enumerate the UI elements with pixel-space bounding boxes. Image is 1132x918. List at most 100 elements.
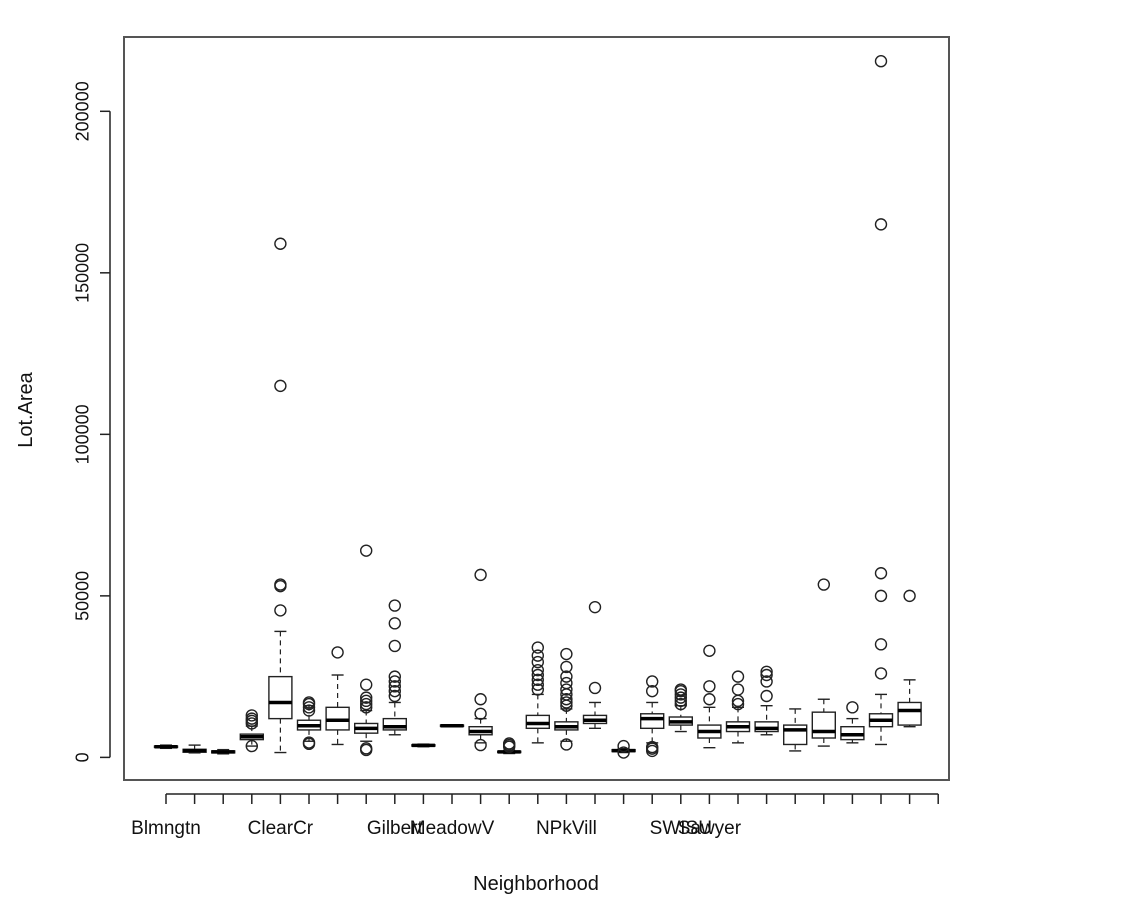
box-Veenker bbox=[840, 701, 865, 744]
box-MeadowV bbox=[439, 723, 465, 728]
outlier-point-6 bbox=[560, 676, 573, 690]
outlier-point-3 bbox=[302, 701, 316, 714]
y-tick-label-1: 50000 bbox=[73, 571, 93, 621]
box-OldTown bbox=[640, 675, 665, 758]
outlier-point-3 bbox=[560, 693, 573, 706]
box-iqr bbox=[268, 675, 293, 720]
box-GrnHill bbox=[897, 589, 922, 728]
outlier-point-1 bbox=[703, 680, 716, 693]
outlier-point-0 bbox=[331, 646, 344, 659]
outlier-point-5 bbox=[388, 639, 401, 653]
box-IDOTRR bbox=[411, 743, 436, 748]
outlier-point-7 bbox=[360, 544, 373, 557]
outlier-point-1 bbox=[474, 707, 487, 720]
outlier-point-2 bbox=[360, 701, 373, 714]
plot-frame bbox=[123, 36, 950, 781]
outlier-point-2 bbox=[302, 704, 316, 717]
outlier-point-3 bbox=[360, 697, 373, 711]
outlier-point-4 bbox=[874, 218, 888, 231]
outlier-point-1 bbox=[760, 675, 773, 688]
box-Blmngtn bbox=[153, 744, 179, 750]
outlier-point-2 bbox=[760, 668, 773, 682]
outlier-point-6 bbox=[531, 649, 544, 662]
outlier-point-2 bbox=[474, 693, 487, 706]
x-tick-label-1: ClearCr bbox=[248, 818, 314, 839]
outlier-point-1 bbox=[617, 739, 630, 753]
outlier-point-2 bbox=[731, 683, 745, 696]
y-axis-title: Lot.Area bbox=[15, 371, 37, 447]
outlier-point-3 bbox=[646, 684, 659, 698]
outlier-point-3 bbox=[874, 567, 888, 580]
x-tick-label-6: SWISU bbox=[650, 818, 712, 839]
box-Mitchel bbox=[468, 568, 493, 752]
outlier-point-6 bbox=[360, 678, 373, 691]
outlier-point-4 bbox=[274, 237, 287, 250]
outlier-point-1 bbox=[388, 684, 401, 698]
outlier-point-7 bbox=[531, 641, 544, 654]
outlier-point-4 bbox=[388, 670, 401, 683]
box-Blueste bbox=[182, 744, 207, 754]
outlier-point-3 bbox=[674, 688, 687, 701]
outlier-point-0 bbox=[674, 697, 687, 711]
box-iqr bbox=[640, 713, 665, 730]
outlier-point-4 bbox=[646, 675, 659, 688]
outlier-point-0 bbox=[846, 701, 859, 714]
box-Crawfor bbox=[325, 646, 350, 746]
y-tick-label-0: 0 bbox=[73, 752, 93, 762]
y-tick-label-2: 100000 bbox=[73, 404, 93, 464]
outlier-point-2 bbox=[674, 691, 687, 704]
outlier-point-5 bbox=[360, 691, 373, 704]
box-NWAmes bbox=[611, 739, 636, 759]
outlier-point-5 bbox=[674, 683, 687, 696]
box-StoneBr bbox=[783, 708, 808, 752]
box-SWISU bbox=[668, 683, 693, 733]
outlier-point-0 bbox=[388, 689, 401, 703]
outlier-point-7 bbox=[388, 599, 401, 612]
outlier-point-3 bbox=[274, 379, 287, 393]
outlier-point-1 bbox=[874, 638, 888, 651]
outlier-point-0 bbox=[531, 683, 544, 696]
outlier-point-0 bbox=[617, 746, 630, 759]
box-Greens bbox=[868, 55, 894, 746]
box-BrkSide bbox=[239, 709, 265, 753]
outlier-point-2 bbox=[274, 578, 287, 591]
outlier-point-0 bbox=[703, 693, 716, 706]
outlier-point-3 bbox=[388, 675, 401, 688]
outlier-point-2 bbox=[388, 680, 401, 693]
outlier-point-0 bbox=[274, 604, 287, 617]
box-SawyerW bbox=[725, 670, 751, 744]
outlier-point-3 bbox=[245, 712, 259, 725]
x-tick-label-3: MeadowV bbox=[410, 818, 495, 839]
outlier-point-5 bbox=[874, 55, 888, 68]
box-NridgHt bbox=[582, 600, 608, 730]
box-iqr bbox=[783, 724, 808, 746]
x-tick-label-4: NPkVill bbox=[536, 818, 597, 839]
box-iqr bbox=[382, 717, 407, 731]
box-Timber bbox=[811, 578, 836, 747]
box-ClearCr bbox=[268, 237, 293, 754]
x-tick-label-5: Sawyer bbox=[678, 818, 742, 839]
x-axis-title: Neighborhood bbox=[473, 873, 599, 895]
outlier-point-4 bbox=[531, 663, 544, 677]
box-iqr bbox=[897, 701, 922, 726]
outlier-point-4 bbox=[360, 694, 373, 708]
x-tick-label-0: Blmngtn bbox=[131, 818, 201, 839]
outlier-point-3 bbox=[474, 568, 487, 582]
outlier-point-0 bbox=[874, 667, 888, 680]
box-NoRidge bbox=[525, 641, 550, 744]
outlier-point-0 bbox=[474, 738, 487, 752]
box-CollgCr bbox=[296, 696, 322, 751]
outlier-point-8 bbox=[560, 660, 573, 674]
outlier-point-2 bbox=[560, 696, 573, 709]
box-NPkVill bbox=[554, 647, 579, 751]
outlier-point-0 bbox=[560, 738, 573, 751]
outlier-point-2 bbox=[874, 589, 888, 603]
outlier-point-2 bbox=[703, 644, 716, 657]
outlier-point-4 bbox=[245, 709, 259, 722]
outlier-point-2 bbox=[503, 737, 516, 750]
outlier-point-7 bbox=[560, 670, 573, 683]
x-tick-label-2: Gilbert bbox=[367, 818, 424, 839]
box-iqr bbox=[811, 711, 836, 739]
